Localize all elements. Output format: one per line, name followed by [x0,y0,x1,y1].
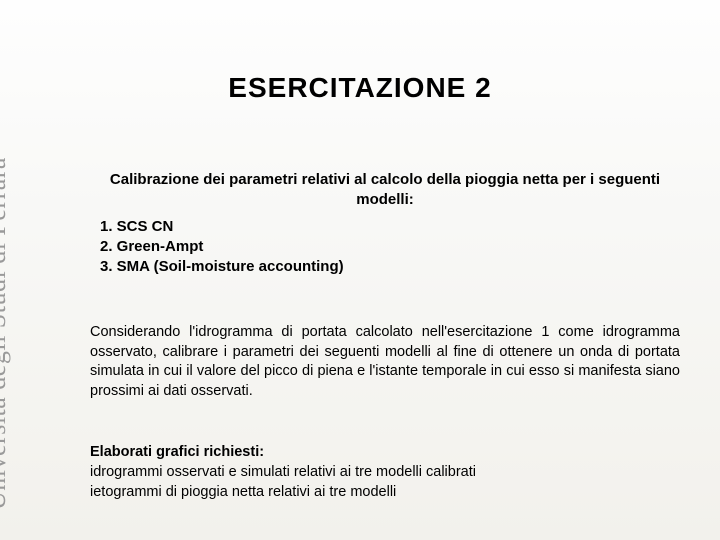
sidebar-watermark: Dipartimento di Ingegneria Università de… [0,157,10,510]
sidebar-line1: Università degli Studi di Ferrara [0,157,10,510]
content-area: Calibrazione dei parametri relativi al c… [90,170,680,502]
list-item: 3. SMA (Soil-moisture accounting) [100,257,680,277]
footer-label: Elaborati grafici richiesti: [90,442,680,462]
body-paragraph: Considerando l'idrogramma di portata cal… [90,323,680,401]
list-item: 1. SCS CN [100,217,680,237]
subtitle: Calibrazione dei parametri relativi al c… [90,170,680,211]
page-title: ESERCITAZIONE 2 [0,72,720,104]
footer-line: ietogrammi di pioggia netta relativi ai … [90,482,680,502]
footer-block: Elaborati grafici richiesti: idrogrammi … [90,442,680,503]
model-list: 1. SCS CN 2. Green-Ampt 3. SMA (Soil-moi… [100,217,680,278]
footer-line: idrogrammi osservati e simulati relativi… [90,462,680,482]
list-item: 2. Green-Ampt [100,237,680,257]
